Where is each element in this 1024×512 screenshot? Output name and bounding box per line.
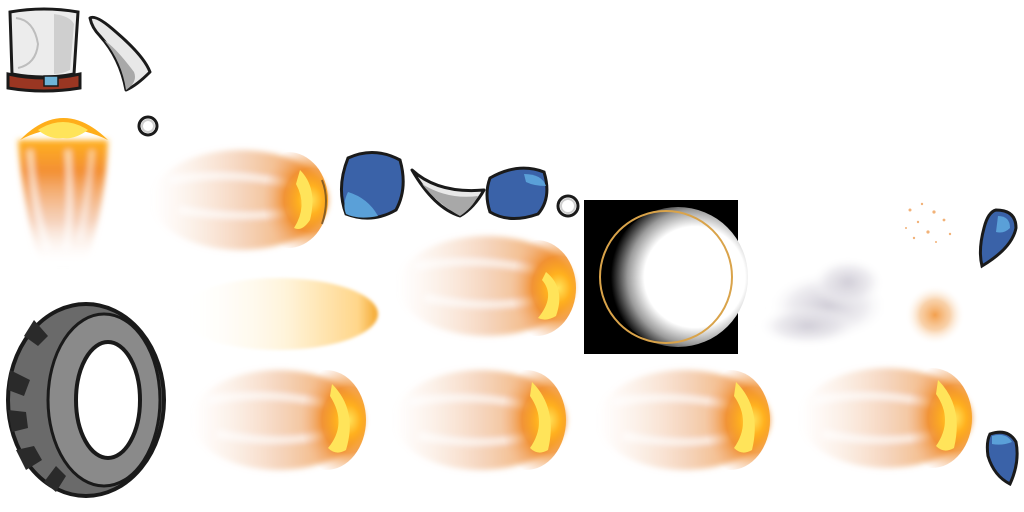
fire-jet-up-icon bbox=[8, 100, 118, 270]
blue-shard-icon bbox=[976, 206, 1020, 270]
bucket-icon bbox=[4, 4, 84, 93]
spark-particles-icon bbox=[900, 198, 960, 248]
blue-shard-icon bbox=[984, 428, 1022, 488]
fireball-icon bbox=[190, 360, 366, 480]
metal-shard-icon bbox=[86, 12, 156, 94]
orange-glow-icon bbox=[904, 284, 966, 346]
fireball-icon bbox=[396, 226, 578, 346]
dust-cloud-icon bbox=[748, 226, 888, 356]
small-ring-icon bbox=[136, 114, 160, 138]
fireball-icon bbox=[596, 362, 774, 480]
fireball-icon bbox=[796, 360, 976, 478]
fireball-icon bbox=[392, 362, 570, 480]
small-ring-icon bbox=[554, 192, 582, 220]
blue-crystal-icon bbox=[484, 164, 554, 222]
tire-icon bbox=[4, 300, 168, 500]
metal-shard-icon bbox=[408, 164, 488, 220]
fireball-icon bbox=[150, 140, 330, 260]
flame-streak-icon bbox=[160, 274, 380, 354]
dark-orb-icon bbox=[584, 200, 748, 354]
blue-crystal-icon bbox=[338, 148, 408, 222]
